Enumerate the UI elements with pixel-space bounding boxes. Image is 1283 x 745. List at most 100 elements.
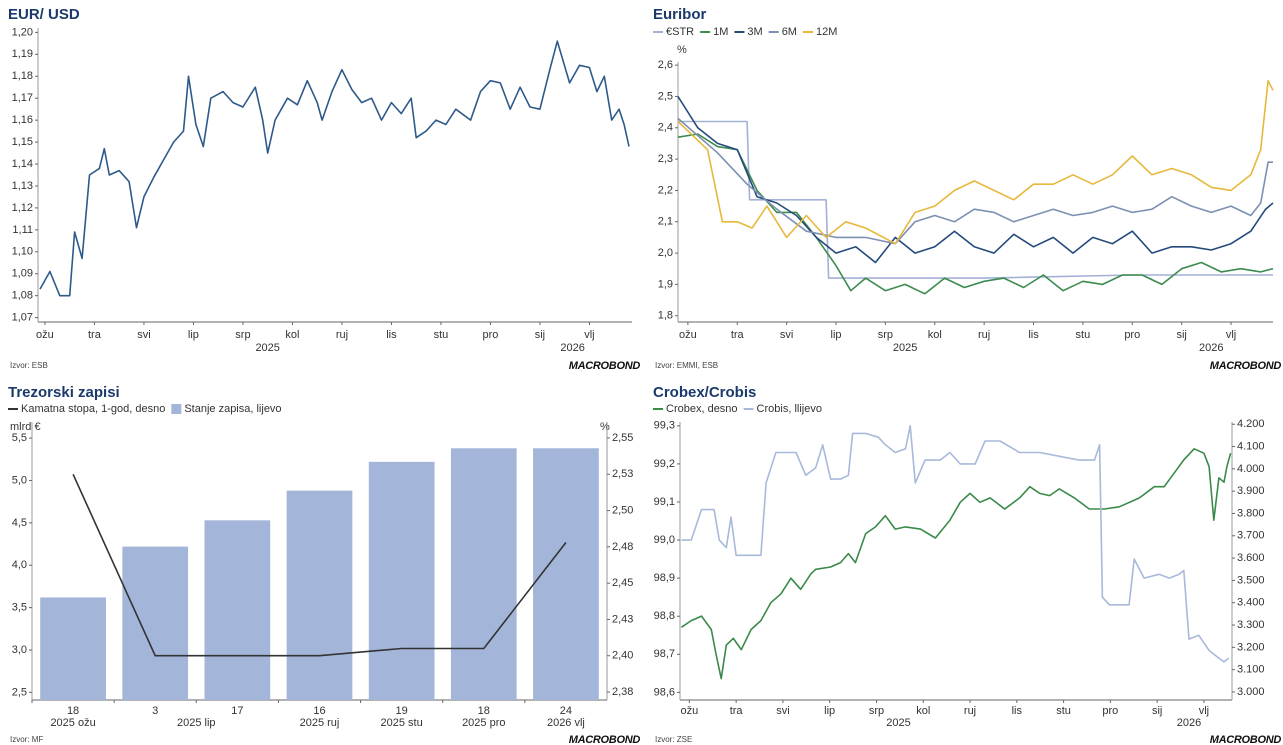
chart-title: Crobex/Crobis: [653, 384, 756, 401]
y-tick-label: 2,0: [658, 247, 673, 259]
x-tick-label: kol: [916, 705, 930, 717]
y2-tick-label: 4.000: [1237, 463, 1265, 475]
y-tick-label: 1,18: [12, 70, 33, 82]
y-tick-label: 2,1: [658, 216, 673, 228]
x-tick-label: vlj: [1226, 329, 1236, 341]
series-line: [681, 425, 1230, 663]
legend-label: Kamatna stopa, 1-god, desno: [21, 403, 165, 415]
x-tick-label: pro: [482, 329, 498, 341]
y2-tick-label: 2,38: [612, 686, 633, 698]
y-tick-label: 99,2: [654, 458, 675, 470]
bar: [533, 448, 599, 700]
x-tick-label: ožu: [36, 329, 54, 341]
y-tick-label: 3,5: [12, 602, 27, 614]
y-tick-label: 4,5: [12, 517, 27, 529]
x-tick-label: tra: [730, 705, 744, 717]
y-tick-label: 98,8: [654, 610, 675, 622]
x-tick-label: 3: [152, 705, 158, 717]
y2-tick-label: 2,50: [612, 504, 633, 516]
y-tick-label: 1,10: [12, 246, 33, 258]
y2-tick-label: 2,55: [612, 432, 633, 444]
x-tick-label: 17: [231, 705, 243, 717]
source: Izvor: EMMI, ESB: [655, 361, 718, 370]
x-tick-label: sij: [535, 329, 545, 341]
x-tick-label: svi: [137, 329, 150, 341]
y2-tick-label: 3.700: [1237, 530, 1265, 542]
series-line: [72, 473, 567, 657]
x-tick-label: lip: [824, 705, 835, 717]
x-tick-label: lis: [386, 329, 397, 341]
bar: [122, 546, 189, 700]
x-tick-label: srp: [869, 705, 884, 717]
x-tick-label: svi: [776, 705, 789, 717]
chart-title: Trezorski zapisi: [8, 384, 120, 401]
source: Izvor: MF: [10, 735, 43, 744]
y2-tick-label: 2,53: [612, 468, 633, 480]
logo: MACROBOND: [569, 734, 641, 745]
y-tick-label: 98,7: [654, 648, 675, 660]
y2-tick-label: 3.500: [1237, 574, 1265, 586]
series-line: [677, 133, 1274, 295]
y-tick-label: 1,9: [658, 278, 673, 290]
x-tick-label: lip: [188, 329, 199, 341]
year-label: 2026: [1199, 342, 1223, 354]
chart-title: Euribor: [653, 6, 706, 23]
y-tick-label: 1,16: [12, 114, 33, 126]
y2-tick-label: 3.100: [1237, 664, 1265, 676]
bar: [450, 448, 517, 700]
x-tick-label: ožu: [679, 329, 697, 341]
y-tick-label: 2,6: [658, 59, 673, 71]
year-label: 2025: [255, 342, 279, 354]
y-tick-label: 98,9: [654, 572, 675, 584]
y-tick-label: 1,11: [12, 224, 33, 236]
x-tick-label: lis: [1028, 329, 1039, 341]
y-tick-label: 1,19: [12, 48, 33, 60]
x-tick-label: lip: [831, 329, 842, 341]
y-tick-label: 1,07: [12, 312, 33, 324]
series-line: [680, 448, 1232, 680]
y-unit: mlrd €: [10, 421, 41, 433]
y2-tick-label: 4.100: [1237, 440, 1265, 452]
y-tick-label: 5,5: [12, 432, 27, 444]
category-group-label: 2025 stu: [381, 717, 423, 729]
series-line: [677, 96, 1274, 264]
x-tick-label: ruj: [964, 705, 976, 717]
y-unit: %: [677, 44, 687, 56]
source: Izvor: ESB: [10, 361, 48, 370]
y2-unit: %: [600, 421, 610, 433]
logo: MACROBOND: [1210, 360, 1282, 372]
y2-tick-label: 3.000: [1237, 686, 1265, 698]
series-line: [677, 117, 1273, 245]
y-tick-label: 1,15: [12, 136, 33, 148]
y-tick-label: 99,1: [654, 496, 675, 508]
x-tick-label: ruj: [336, 329, 348, 341]
x-tick-label: ožu: [680, 705, 698, 717]
y-tick-label: 4,0: [12, 559, 27, 571]
bar: [368, 461, 435, 700]
legend-label: Crobex, desno: [666, 403, 738, 415]
chart-title: EUR/ USD: [8, 6, 80, 23]
y-tick-label: 2,5: [658, 90, 673, 102]
x-tick-label: tra: [88, 329, 102, 341]
year-label: 2025: [886, 717, 910, 729]
x-tick-label: stu: [434, 329, 449, 341]
source: Izvor: ZSE: [655, 735, 692, 744]
legend-label: 12M: [816, 26, 837, 38]
x-tick-label: svi: [780, 329, 793, 341]
y2-tick-label: 2,40: [612, 650, 633, 662]
y-tick-label: 2,3: [658, 153, 673, 165]
y2-tick-label: 2,45: [612, 577, 633, 589]
y-tick-label: 99,3: [654, 420, 675, 432]
y2-tick-label: 3.900: [1237, 485, 1265, 497]
y-tick-label: 3,0: [12, 644, 27, 656]
x-tick-label: stu: [1056, 705, 1071, 717]
y2-tick-label: 2,43: [612, 613, 633, 625]
y-tick-label: 1,8: [658, 310, 673, 322]
y-tick-label: 1,12: [12, 202, 33, 214]
logo: MACROBOND: [1210, 734, 1282, 745]
legend-label: Crobis, llijevo: [757, 403, 822, 415]
y-tick-label: 2,2: [658, 184, 673, 196]
y-tick-label: 2,5: [12, 686, 27, 698]
category-group-label: 2025 ruj: [300, 717, 340, 729]
y-tick-label: 98,6: [654, 686, 675, 698]
